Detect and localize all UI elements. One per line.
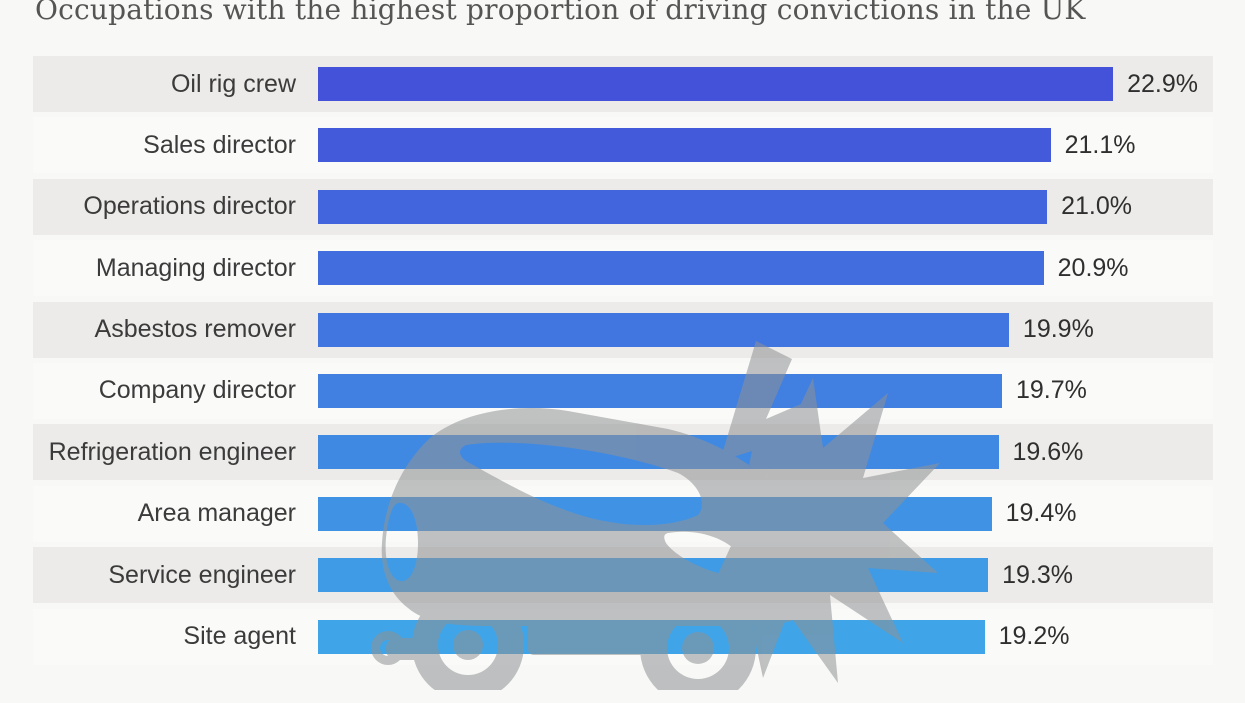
value-label: 19.4% <box>1005 499 1077 528</box>
bar <box>318 496 992 531</box>
bar <box>318 312 1009 347</box>
bar <box>318 435 999 470</box>
value-label: 21.1% <box>1064 130 1136 159</box>
chart-row: Sales director 21.1% <box>33 117 1213 174</box>
value-label: 21.0% <box>1061 192 1132 221</box>
chart-row: Managing director 20.9% <box>33 240 1213 297</box>
value-label: 19.7% <box>1015 376 1087 405</box>
bar <box>318 189 1048 224</box>
chart-rows: Oil rig crew 22.9% Sales director 21.1% Oper… <box>33 56 1213 670</box>
value-label: 19.3% <box>1002 560 1073 589</box>
category-label: Managing director <box>95 253 296 282</box>
chart-row: Service engineer 19.3% <box>33 547 1213 604</box>
chart-row: Oil rig crew 22.9% <box>33 56 1213 112</box>
category-label: Sales director <box>143 130 296 159</box>
category-label: Service engineer <box>108 560 296 589</box>
bar <box>318 128 1051 163</box>
value-label: 22.9% <box>1127 69 1198 98</box>
chart-row: Asbestos remover 19.9% <box>33 301 1213 358</box>
value-label: 19.6% <box>1012 437 1084 466</box>
value-label: 19.9% <box>1022 315 1094 344</box>
category-label: Area manager <box>137 499 296 528</box>
chart-row: Company director 19.7% <box>33 362 1213 419</box>
chart-row: Site agent 19.2% <box>33 608 1213 665</box>
bar <box>318 619 985 654</box>
value-label: 19.2% <box>998 622 1070 651</box>
category-label: Company director <box>98 376 296 405</box>
chart-row: Refrigeration engineer 19.6% <box>33 424 1213 481</box>
category-label: Asbestos remover <box>94 315 296 344</box>
chart-row: Operations director 21.0% <box>33 178 1213 235</box>
category-label: Refrigeration engineer <box>48 437 296 466</box>
chart-row: Area manager 19.4% <box>33 485 1213 542</box>
bar <box>318 251 1044 286</box>
value-label: 20.9% <box>1057 253 1129 282</box>
bar <box>318 67 1114 101</box>
category-label: Operations director <box>83 192 296 221</box>
bar <box>318 373 1002 408</box>
chart-title: Occupations with the highest proportion … <box>35 0 1086 26</box>
bar <box>318 558 989 593</box>
category-label: Site agent <box>183 622 296 651</box>
category-label: Oil rig crew <box>170 69 296 98</box>
